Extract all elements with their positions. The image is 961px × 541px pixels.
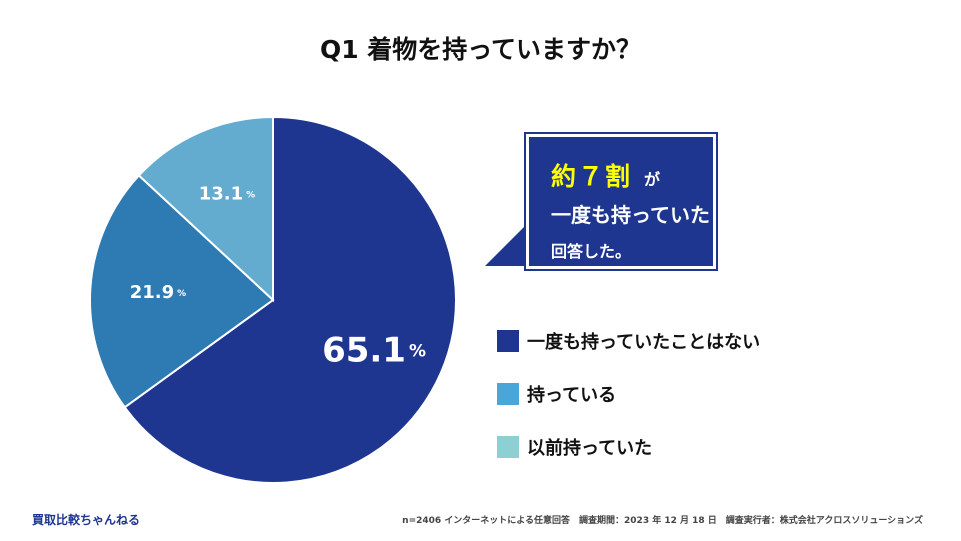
callout-tail (485, 222, 529, 266)
callout-box: 約７割 が 一度も持っていたことはないと 回答した。 (524, 132, 824, 271)
legend-label-never: 一度も持っていたことはない (527, 332, 761, 353)
legend: 一度も持っていたことはない 持っている 以前持っていた (497, 330, 760, 489)
legend-item-never: 一度も持っていたことはない (497, 330, 761, 353)
pie-label-previously: 13.1% (199, 183, 255, 204)
legend-item-own: 持っている (497, 383, 760, 406)
callout-line2: 一度も持っていたことはない (551, 203, 810, 227)
pie-label-never: 65.1% (322, 330, 426, 370)
legend-item-previously: 以前持っていた (497, 436, 760, 459)
pie-label-own: 21.9% (130, 282, 186, 303)
callout-line2-suffix: と (810, 210, 824, 226)
callout-line3: 回答した。 (551, 242, 632, 261)
survey-footnote: n=2406 インターネットによる任意回答 調査期間：2023 年 12 月 1… (402, 516, 923, 526)
legend-label-previously: 以前持っていた (527, 438, 653, 459)
legend-swatch-own (497, 383, 519, 405)
pie-slice-never (123, 115, 457, 484)
pie-slice-own (89, 174, 275, 409)
legend-swatch-previously (497, 436, 519, 458)
brand-name: 買取比較ちゃんねる (32, 513, 141, 527)
callout-highlight: 約７割 (551, 162, 633, 191)
pie-slice-previously (137, 115, 274, 303)
legend-label-own: 持っている (527, 385, 617, 406)
chart-title: Q1 着物を持っていますか？ (319, 35, 642, 64)
callout-particle: が (644, 170, 661, 189)
legend-swatch-never (497, 330, 519, 352)
